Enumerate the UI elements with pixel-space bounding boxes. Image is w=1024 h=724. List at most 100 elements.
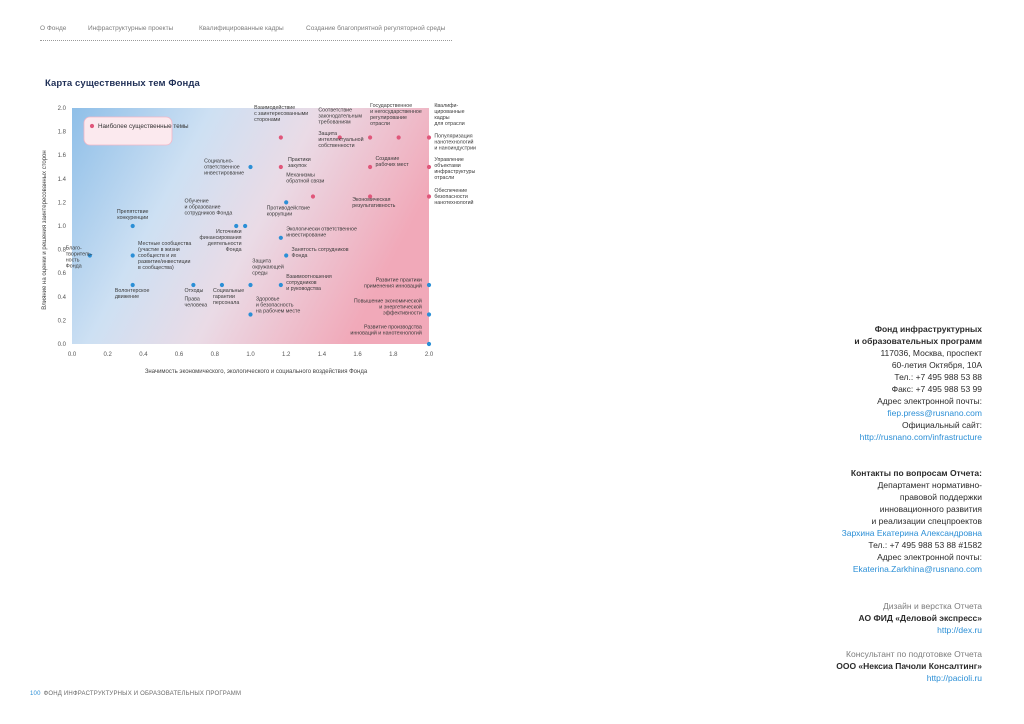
- y-tick-label: 0.0: [58, 342, 67, 348]
- material-topic-point: [367, 164, 373, 170]
- contact-line: Факс: +7 495 988 53 99: [891, 384, 982, 394]
- topic-label: Соответствие законодательным требованиям: [318, 108, 362, 126]
- x-tick-label: 0.8: [211, 352, 220, 358]
- contact-line: и образовательных программ: [854, 336, 982, 346]
- y-tick-label: 1.4: [58, 177, 67, 183]
- topic-label: Защита окружающей среды: [252, 259, 284, 277]
- x-tick-label: 1.4: [318, 352, 327, 358]
- y-tick-label: 0.2: [58, 318, 67, 324]
- nav-item-infrastructure[interactable]: Инфраструктурные проекты: [88, 25, 174, 32]
- topic-point: [426, 341, 432, 347]
- topic-label: Местные сообщества (участие в жизни сообще…: [138, 241, 191, 271]
- x-tick-label: 1.6: [353, 352, 362, 358]
- nav-item-about[interactable]: О Фонде: [40, 25, 67, 32]
- topic-label: Здоровье и безопасность на рабочем месте: [256, 296, 301, 314]
- topic-label: Экологически ответственное инвестирование: [286, 227, 357, 239]
- topic-label: Благо-творитель-ность Фонда: [66, 246, 93, 270]
- topic-label: Защита интеллектуальной собственности: [318, 131, 363, 149]
- topic-label: Волонтерское движение: [115, 288, 150, 300]
- topic-label: Обучение и образование сотрудников Фонда: [184, 198, 232, 216]
- page-number: 100: [30, 691, 41, 697]
- topic-point: [426, 282, 432, 288]
- contact-line[interactable]: http://rusnano.com/infrastructure: [859, 432, 982, 442]
- topic-label: Отходы: [184, 288, 203, 294]
- x-tick-label: 1.8: [389, 352, 398, 358]
- contact-line: Тел.: +7 495 988 53 88: [894, 372, 982, 382]
- topic-point: [234, 223, 239, 229]
- topic-label: Государственное и негосударственное регули…: [370, 103, 422, 127]
- material-topic-point: [426, 194, 432, 199]
- y-tick-label: 1.2: [58, 200, 67, 206]
- topic-label: Противодействие коррупции: [267, 204, 310, 217]
- topic-point: [243, 223, 248, 229]
- topic-label: Экономическая результативность: [352, 197, 395, 209]
- x-tick-label: 0.4: [139, 352, 148, 358]
- contact-line[interactable]: fiep.press@rusnano.com: [887, 408, 982, 418]
- design-credits: Дизайн и верстка Отчета АО ФИД «Деловой э…: [859, 600, 982, 636]
- contact-line: Тел.: +7 495 988 53 88 #1582: [868, 540, 982, 550]
- nav-item-personnel[interactable]: Квалифицированные кадры: [199, 25, 284, 32]
- contact-line[interactable]: Зархина Екатерина Александровна: [841, 528, 982, 538]
- topic-label: Квалифи-цированные кадры для отрасли: [434, 103, 464, 127]
- topic-point: [130, 282, 135, 288]
- topic-point: [284, 253, 289, 258]
- material-topic-point: [426, 164, 432, 170]
- credit-line[interactable]: http://pacioli.ru: [926, 673, 982, 683]
- topic-point: [130, 253, 135, 258]
- y-tick-label: 0.6: [58, 271, 67, 277]
- report-contacts: Контакты по вопросам Отчета: Департамент …: [842, 467, 982, 575]
- topic-point: [426, 312, 432, 317]
- topic-point: [191, 282, 196, 288]
- credit-line: Консультант по подготовке Отчета: [846, 649, 982, 659]
- x-axis-label: Значимость экономического, экологическог…: [145, 368, 368, 375]
- material-topic-point: [367, 194, 373, 199]
- y-tick-label: 0.4: [58, 295, 67, 301]
- material-topic-point: [396, 135, 401, 140]
- y-tick-label: 1.6: [58, 153, 67, 159]
- nav-item-regulation[interactable]: Создание благоприятной регуляторной сред…: [306, 25, 446, 32]
- topic-point: [278, 235, 283, 240]
- material-topic-point: [337, 135, 342, 140]
- topic-label: Обеспечение безопасности нанотехнологий: [434, 188, 473, 206]
- x-tick-label: 0.0: [68, 352, 77, 358]
- topic-label: Развитие производства инноваций и нанотех…: [350, 325, 422, 337]
- contact-line: Департамент нормативно-: [877, 480, 982, 490]
- topic-point: [87, 253, 92, 258]
- topic-point: [284, 200, 289, 205]
- x-tick-label: 1.2: [282, 352, 291, 358]
- page-footer: 100 ФОНД ИНФРАСТРУКТУРНЫХ И ОБРАЗОВАТЕЛЬН…: [30, 691, 241, 697]
- material-topic-point: [278, 135, 283, 140]
- legend-label: Наиболее существенные темы: [98, 122, 189, 130]
- credit-line: Дизайн и верстка Отчета: [883, 601, 982, 611]
- footer-text: ФОНД ИНФРАСТРУКТУРНЫХ И ОБРАЗОВАТЕЛЬНЫХ …: [43, 691, 242, 697]
- contact-line: 60-летия Октября, 10А: [891, 360, 982, 370]
- x-tick-label: 0.2: [104, 352, 113, 358]
- legend: Наиболее существенные темы: [83, 116, 189, 146]
- legend-box: [83, 116, 173, 146]
- material-topic-point: [278, 164, 283, 170]
- topic-point: [130, 223, 135, 229]
- topic-label: Развитие практики применения инноваций: [364, 277, 422, 289]
- chart-title: Карта существенных тем Фонда: [45, 78, 200, 89]
- topic-label: Создание рабочих мест: [375, 156, 409, 168]
- topic-label: Социально-ответственное инвестирование: [204, 158, 244, 176]
- fund-contacts: Фонд инфраструктурных и образовательных п…: [854, 323, 982, 443]
- credit-line: ООО «Нексиа Пачоли Консалтинг»: [836, 661, 982, 671]
- x-tick-label: 1.0: [246, 352, 255, 358]
- top-navigation: О Фонде Инфраструктурные проекты Квалифи…: [40, 22, 452, 41]
- topic-label: Занятость сотрудников Фонда: [292, 247, 349, 259]
- contact-line[interactable]: Ekaterina.Zarkhina@rusnano.com: [852, 564, 982, 574]
- contact-line: Адрес электронной почты:: [877, 396, 982, 406]
- credit-line[interactable]: http://dex.ru: [937, 625, 982, 635]
- contact-line: Адрес электронной почты:: [877, 552, 982, 562]
- x-tick-label: 0.6: [175, 352, 184, 358]
- material-topic-point: [310, 194, 316, 199]
- material-topic-point: [367, 135, 373, 140]
- topic-label: Источники финансирования деятельности Фонда: [199, 229, 241, 253]
- contact-line: 117036, Москва, проспект: [880, 348, 982, 358]
- contact-line: инновационного развития: [879, 504, 982, 514]
- topic-point: [248, 164, 253, 170]
- y-tick-label: 0.8: [58, 248, 67, 254]
- topic-label: Социальные гарантии персонала: [213, 288, 244, 306]
